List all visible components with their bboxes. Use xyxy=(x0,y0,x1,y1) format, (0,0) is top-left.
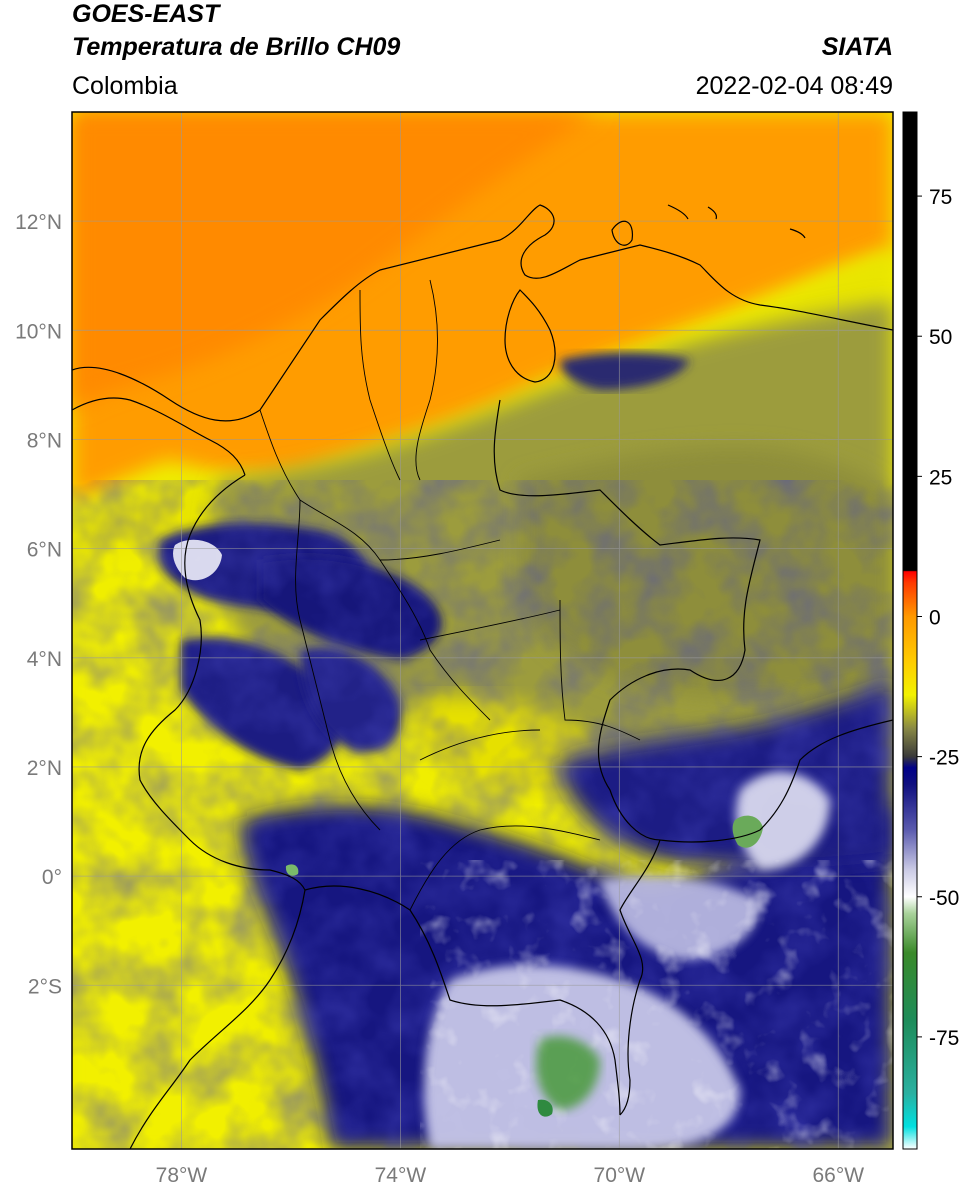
brightness-temperature-field xyxy=(72,112,893,1149)
colorbar-tick-label: -50 xyxy=(929,887,959,910)
map-frame xyxy=(71,111,894,1150)
longitude-tick-labels: 78°W 74°W 70°W 66°W xyxy=(156,1164,865,1187)
latitude-tick-label: 0° xyxy=(42,866,62,889)
latitude-tick-label: 2°N xyxy=(27,757,62,780)
interior-divisions xyxy=(259,279,641,911)
colorbar-tick-label: 0 xyxy=(929,606,941,629)
colombia-venezuela-border xyxy=(493,399,761,841)
colorbar-tick-label: -25 xyxy=(929,747,959,770)
venezuela-brazil-border xyxy=(659,719,893,843)
aruba-curacao xyxy=(611,204,806,246)
panama-coast xyxy=(72,397,246,476)
datetime-label: 2022-02-04 08:49 xyxy=(695,72,893,100)
longitude-tick-label: 74°W xyxy=(375,1164,427,1187)
latitude-tick-label: 12°N xyxy=(15,211,62,234)
colorbar-tick-label: -75 xyxy=(929,1027,959,1050)
latitude-tick-label: 6°N xyxy=(27,539,62,562)
colorbar-gradient xyxy=(902,111,918,1150)
latitude-tick-label: 8°N xyxy=(27,429,62,452)
longitude-tick-label: 66°W xyxy=(812,1164,864,1187)
maracaibo-lake xyxy=(504,289,556,383)
colorbar-tick-label: 50 xyxy=(929,326,952,349)
satellite-title: GOES-EAST xyxy=(72,0,220,28)
colombia-brazil-border xyxy=(619,839,661,1116)
borders-coastlines xyxy=(72,204,893,1149)
product-title: Temperatura de Brillo CH09 xyxy=(72,33,401,61)
latitude-tick-label: 4°N xyxy=(27,648,62,671)
latitude-tick-labels: 12°N 10°N 8°N 6°N 4°N 2°N 0° 2°S xyxy=(15,211,62,998)
colorbar-tick-label: 25 xyxy=(929,466,952,489)
longitude-tick-label: 70°W xyxy=(594,1164,646,1187)
agency-label: SIATA xyxy=(821,33,893,61)
colorbar-ticks: 75 50 25 0 -25 -50 -75 xyxy=(917,186,959,1050)
colombia-peru-ecuador-border xyxy=(304,885,621,1116)
region-label: Colombia xyxy=(72,72,178,100)
latitude-tick-label: 2°S xyxy=(28,975,62,998)
longitude-tick-label: 78°W xyxy=(156,1164,208,1187)
pacific-coastline xyxy=(138,474,306,891)
ecuador-peru-coast xyxy=(129,889,306,1149)
latitude-tick-label: 10°N xyxy=(15,320,62,343)
colorbar-tick-label: 75 xyxy=(929,186,952,209)
colorbar: 75 50 25 0 -25 -50 -75 xyxy=(902,111,959,1150)
